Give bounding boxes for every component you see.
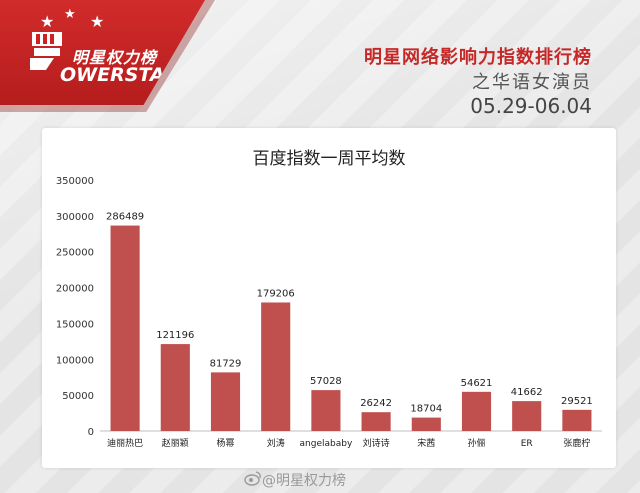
- x-tick-label: 刘涛: [267, 437, 285, 449]
- y-tick-label: 300000: [56, 212, 94, 223]
- watermark-text: @明星权力榜: [262, 473, 346, 489]
- chart-card: 百度指数一周平均数 0 50000 100000 150000 200000 250000…: [42, 128, 616, 468]
- x-tick-label: 张鹿柠: [563, 437, 590, 449]
- bar: [261, 302, 291, 431]
- y-tick-label: 0: [88, 427, 94, 438]
- logo-text-en: OWERSTAR: [60, 64, 180, 86]
- bar: [411, 417, 441, 431]
- data-label: 41662: [511, 387, 543, 398]
- x-tick-label: 杨幂: [216, 437, 234, 449]
- x-tick-label: 赵丽颖: [162, 437, 189, 449]
- bar: [210, 372, 241, 431]
- y-tick-label: 100000: [56, 355, 94, 366]
- bar-chart: 0 50000 100000 150000 200000 250000 300000 3500…: [56, 176, 602, 449]
- x-tick-label: 刘诗诗: [363, 437, 390, 449]
- y-tick-label: 200000: [56, 284, 94, 295]
- y-tick-label: 50000: [62, 391, 94, 402]
- data-label: 29521: [561, 396, 593, 407]
- chart-title: 百度指数一周平均数: [252, 149, 406, 169]
- bar: [110, 225, 140, 431]
- star-icon: ★: [64, 7, 76, 22]
- fist-icon: [30, 32, 62, 70]
- data-label: 54621: [461, 378, 493, 389]
- y-tick-label: 150000: [56, 319, 94, 330]
- page-title: 明星网络影响力指数排行榜: [364, 47, 592, 68]
- y-tick-label: 350000: [56, 176, 94, 187]
- bar: [311, 390, 341, 431]
- page-subtitle: 之华语女演员: [472, 72, 592, 93]
- data-label: 179206: [257, 288, 295, 299]
- date-range: 05.29-06.04: [470, 94, 592, 118]
- data-label: 121196: [156, 330, 194, 341]
- data-label: 26242: [360, 398, 392, 409]
- bar: [562, 409, 592, 431]
- y-tick-label: 250000: [56, 248, 94, 259]
- data-label: 57028: [310, 376, 342, 387]
- star-icon: ★: [40, 12, 55, 31]
- data-label: 286489: [106, 212, 144, 223]
- x-tick-label: 孙俪: [467, 437, 485, 449]
- data-label: 18704: [410, 404, 442, 415]
- bar: [461, 391, 492, 431]
- x-tick-label: ER: [521, 439, 533, 449]
- bar: [160, 344, 190, 431]
- x-tick-label: 宋茜: [417, 437, 435, 449]
- star-icon: ★: [90, 12, 105, 31]
- weibo-icon: [244, 471, 261, 486]
- x-tick-label: 迪丽热巴: [107, 437, 143, 449]
- bar: [361, 412, 391, 431]
- logo-text-cn: 明星权力榜: [72, 48, 158, 67]
- x-tick-label: angelababy: [300, 439, 353, 449]
- data-label: 81729: [210, 358, 242, 369]
- bar: [512, 401, 542, 431]
